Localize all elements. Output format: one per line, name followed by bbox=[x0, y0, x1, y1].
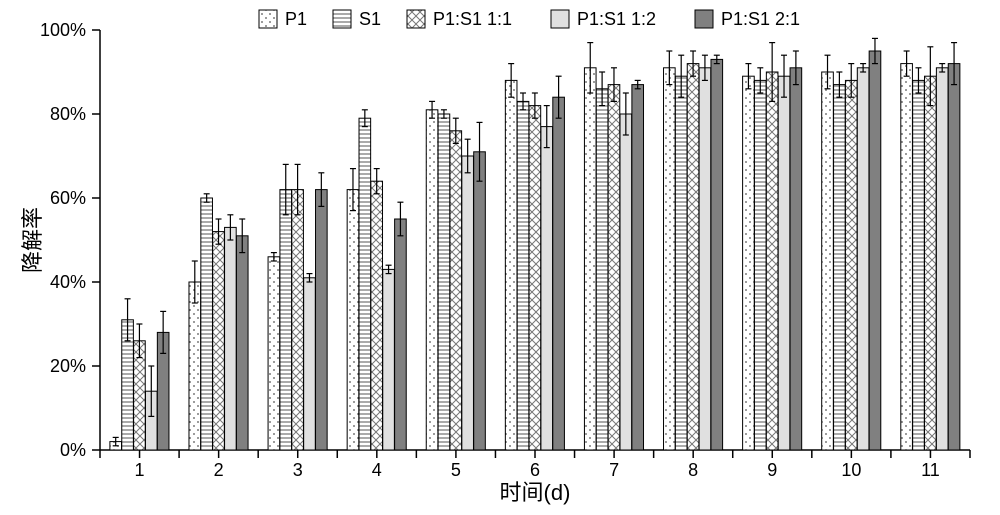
bar bbox=[608, 85, 620, 450]
bar bbox=[395, 219, 407, 450]
bar bbox=[925, 76, 937, 450]
y-tick-label: 20% bbox=[50, 356, 86, 376]
y-axis-label: 降解率 bbox=[20, 207, 45, 273]
x-tick-label: 9 bbox=[767, 460, 777, 480]
legend-swatch bbox=[695, 10, 713, 28]
bar bbox=[505, 80, 517, 450]
bar bbox=[699, 68, 711, 450]
legend-label: P1:S1 1:1 bbox=[433, 9, 512, 29]
x-tick-label: 6 bbox=[530, 460, 540, 480]
bar bbox=[948, 64, 960, 450]
bar bbox=[213, 232, 225, 450]
x-tick-label: 11 bbox=[921, 460, 940, 480]
legend-swatch bbox=[259, 10, 277, 28]
y-tick-label: 40% bbox=[50, 272, 86, 292]
legend-swatch bbox=[333, 10, 351, 28]
bar bbox=[913, 80, 925, 450]
bar bbox=[236, 236, 248, 450]
legend-label: P1:S1 2:1 bbox=[721, 9, 800, 29]
bar bbox=[632, 85, 644, 450]
bar bbox=[822, 72, 834, 450]
bar bbox=[857, 68, 869, 450]
legend-swatch bbox=[551, 10, 569, 28]
bar bbox=[869, 51, 881, 450]
bar bbox=[517, 101, 529, 450]
bar bbox=[268, 257, 280, 450]
bar bbox=[687, 64, 699, 450]
x-tick-label: 2 bbox=[214, 460, 224, 480]
x-tick-label: 7 bbox=[609, 460, 619, 480]
bar bbox=[462, 156, 474, 450]
degradation-bar-chart: 0% 20% 40% 60% 80% 100% 降解率时间(d) 1 2 3 4 5 6 7 8 9 10 11 P… bbox=[0, 0, 1000, 510]
bar bbox=[371, 181, 383, 450]
y-tick-label: 60% bbox=[50, 188, 86, 208]
bar bbox=[754, 80, 766, 450]
bar bbox=[541, 127, 553, 450]
x-tick-label: 3 bbox=[293, 460, 303, 480]
bar bbox=[766, 72, 778, 450]
bar bbox=[189, 282, 201, 450]
y-tick-label: 0% bbox=[60, 440, 86, 460]
bar bbox=[359, 118, 371, 450]
bar bbox=[845, 80, 857, 450]
y-tick-label: 100% bbox=[40, 20, 86, 40]
bar bbox=[596, 89, 608, 450]
legend-swatch bbox=[407, 10, 425, 28]
legend-label: P1 bbox=[285, 9, 307, 29]
bar bbox=[778, 76, 790, 450]
bar bbox=[201, 198, 213, 450]
bar bbox=[529, 106, 541, 450]
x-axis-label: 时间(d) bbox=[500, 480, 571, 505]
legend-label: P1:S1 1:2 bbox=[577, 9, 656, 29]
bar bbox=[711, 59, 723, 450]
x-tick-label: 8 bbox=[688, 460, 698, 480]
bar bbox=[834, 85, 846, 450]
bar bbox=[225, 227, 237, 450]
bar bbox=[438, 114, 450, 450]
bar bbox=[620, 114, 632, 450]
bar bbox=[936, 68, 948, 450]
x-tick-label: 1 bbox=[135, 460, 145, 480]
chart-container: 0% 20% 40% 60% 80% 100% 降解率时间(d) 1 2 3 4 5 6 7 8 9 10 11 P… bbox=[0, 0, 1000, 510]
bar bbox=[664, 68, 676, 450]
x-tick-label: 10 bbox=[841, 460, 861, 480]
x-tick-label: 4 bbox=[372, 460, 382, 480]
bar bbox=[743, 76, 755, 450]
bar bbox=[584, 68, 596, 450]
bar bbox=[450, 131, 462, 450]
bar bbox=[292, 190, 304, 450]
bar bbox=[347, 190, 359, 450]
bar bbox=[553, 97, 565, 450]
bar bbox=[316, 190, 328, 450]
bar bbox=[280, 190, 292, 450]
bar bbox=[790, 68, 802, 450]
bar bbox=[383, 269, 395, 450]
legend-label: S1 bbox=[359, 9, 381, 29]
bar bbox=[901, 64, 913, 450]
bar bbox=[426, 110, 438, 450]
x-tick-label: 5 bbox=[451, 460, 461, 480]
bar bbox=[675, 76, 687, 450]
bar bbox=[474, 152, 486, 450]
bar bbox=[304, 278, 316, 450]
y-tick-label: 80% bbox=[50, 104, 86, 124]
